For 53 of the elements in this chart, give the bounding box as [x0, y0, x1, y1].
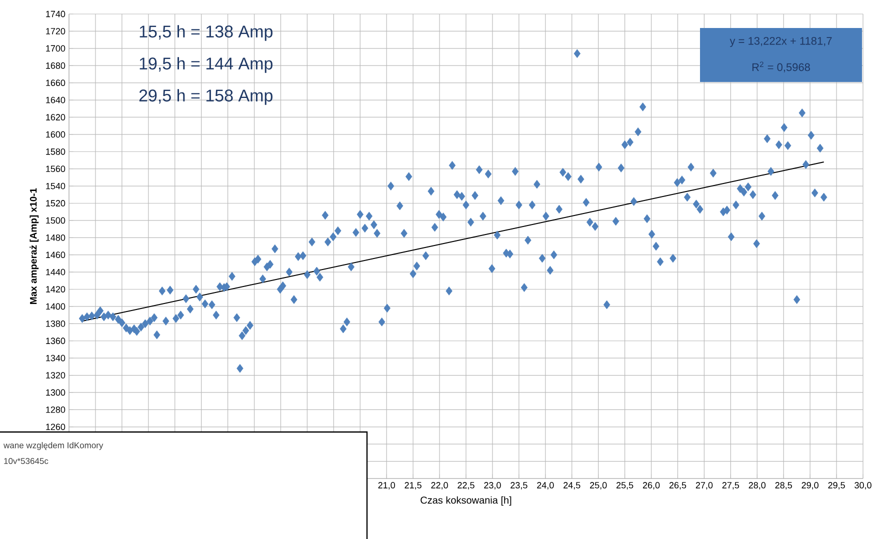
x-tick-label: 22,0 — [431, 482, 448, 490]
y-tick-label: 1700 — [46, 45, 66, 52]
x-axis-title: Czas koksowania [h] — [420, 496, 512, 506]
annotation: 15,5 h = 138 Amp — [140, 25, 272, 41]
x-tick-label: 28,5 — [775, 482, 792, 490]
y-tick-label: 1620 — [46, 114, 66, 120]
annotation: 19,5 h = 144 Amp — [140, 57, 272, 73]
y-tick-label: 1400 — [46, 303, 66, 310]
y-tick-label: 1460 — [46, 252, 66, 258]
x-tick-label: 25,5 — [616, 482, 634, 490]
y-tick-label: 1520 — [46, 200, 66, 206]
y-axis-title: Max amperaż [Amp] x10-1 — [30, 188, 39, 304]
x-tick-label: 21,5 — [404, 482, 422, 490]
x-tick-label: 30,0 — [854, 482, 872, 490]
y-tick-label: 1320 — [46, 372, 66, 378]
y-tick-label: 1600 — [46, 131, 66, 138]
y-tick-label: 1560 — [46, 166, 66, 172]
annotation: wane względem IdKomory — [4, 442, 104, 450]
x-tick-label: 27,0 — [696, 482, 713, 490]
x-tick-label: 25,0 — [590, 482, 607, 490]
y-tick-label: 1500 — [46, 217, 66, 224]
annotation: R$^{2}$ = 0,5968 — [752, 62, 810, 72]
text: 10v*53645c — [4, 458, 48, 464]
x-tick-label: 28,0 — [748, 482, 766, 490]
y-tick-label: 1380 — [46, 320, 66, 327]
x-tick-label: 23,5 — [510, 482, 528, 490]
x-tick-label: 24,0 — [537, 482, 554, 490]
x-tick-label: 29,0 — [802, 482, 818, 490]
y-tick-label: 1300 — [46, 389, 66, 396]
x-tick-label: 22,5 — [458, 482, 474, 490]
x-tick-label: 29,5 — [828, 482, 845, 490]
annotation: y = 13,222x + 1181,7 — [730, 37, 832, 47]
y-tick-label: 1720 — [46, 28, 66, 34]
y-tick-label: 1660 — [46, 80, 66, 86]
y-tick-label: 1420 — [46, 286, 66, 292]
x-tick-label: 23,0 — [484, 482, 501, 490]
x-tick-label: 26,5 — [669, 482, 686, 490]
y-tick-label: 1440 — [46, 268, 66, 276]
y-tick-label: 1260 — [46, 424, 66, 430]
y-tick-label: 1680 — [46, 62, 66, 69]
y-tick-label: 1360 — [46, 338, 66, 344]
annotation: 29,5 h = 158 Amp — [139, 89, 272, 105]
y-tick-label: 1580 — [46, 148, 66, 155]
x-tick-label: 21,0 — [378, 482, 396, 490]
y-tick-label: 1740 — [46, 10, 66, 18]
x-tick-label: 27,5 — [722, 482, 740, 490]
y-tick-label: 1480 — [46, 234, 66, 241]
y-tick-label: 1280 — [46, 406, 66, 413]
y-tick-label: 1540 — [46, 182, 66, 190]
x-tick-label: 24,5 — [564, 482, 580, 490]
y-tick-label: 1640 — [46, 96, 66, 104]
y-tick-label: 1340 — [46, 354, 66, 362]
x-tick-label: 26,0 — [642, 482, 660, 490]
